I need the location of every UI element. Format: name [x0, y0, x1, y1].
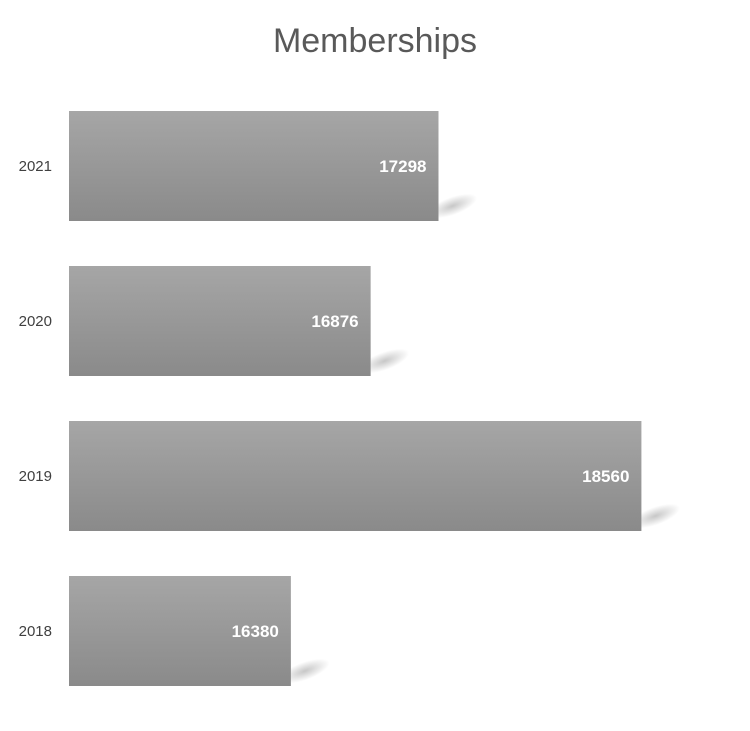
data-label-2019: 18560	[582, 467, 629, 486]
bar-2018	[69, 576, 291, 686]
bar-2021	[69, 111, 439, 221]
data-label-2021: 17298	[379, 157, 426, 176]
y-tick-label-2021: 2021	[19, 158, 52, 175]
bar-shadow-2018	[280, 658, 330, 684]
bar-shadow-2021	[427, 193, 478, 219]
bar-2019	[69, 421, 642, 531]
bar-2020	[69, 266, 371, 376]
bars-layer: 2021 17298 2020 16876 2019 18560 2018 16380	[19, 111, 681, 686]
data-label-2020: 16876	[311, 312, 358, 331]
chart-title: Memberships	[273, 22, 477, 60]
y-tick-label-2020: 2020	[19, 313, 52, 330]
data-label-2018: 16380	[232, 622, 279, 641]
y-tick-label-2018: 2018	[19, 623, 52, 640]
bar-shadow-2019	[630, 503, 681, 529]
y-tick-label-2019: 2019	[19, 468, 52, 485]
bar-shadow-2020	[360, 348, 410, 374]
